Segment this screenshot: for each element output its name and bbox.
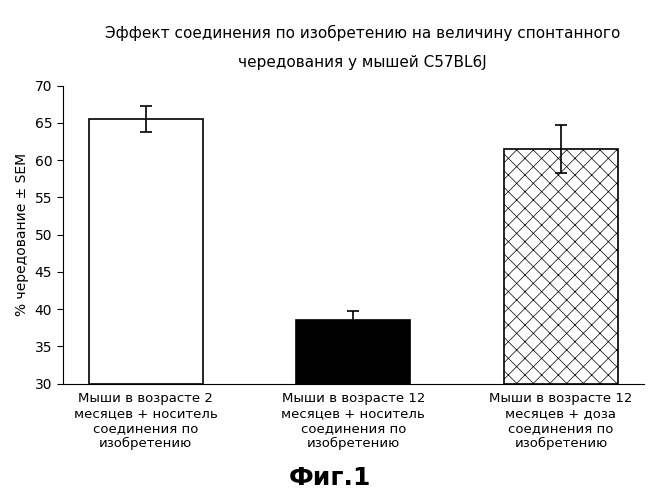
Bar [88,119,203,384]
Bar [504,149,618,384]
Text: чередования у мышей С57BL6J: чередования у мышей С57BL6J [238,55,487,70]
Bar [296,320,411,384]
Text: Эффект соединения по изобретению на величину спонтанного: Эффект соединения по изобретению на вели… [105,25,620,41]
Text: Фиг.1: Фиг.1 [289,466,370,490]
Y-axis label: % чередование ± SEM: % чередование ± SEM [15,153,29,316]
